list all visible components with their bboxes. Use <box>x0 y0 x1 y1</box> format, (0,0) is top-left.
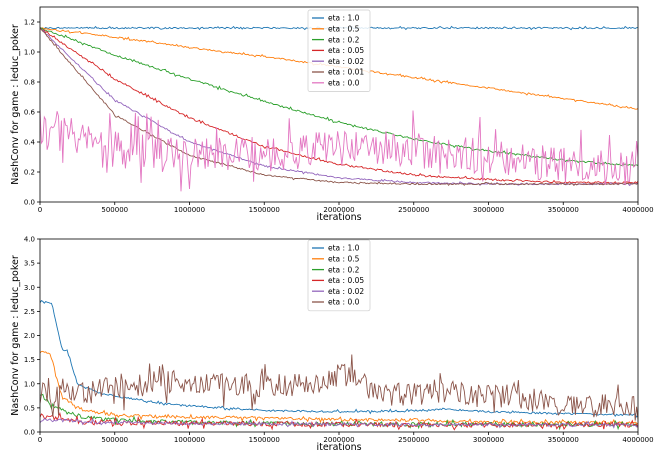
x-tick-label: 3000000 <box>473 206 504 214</box>
x-tick-label: 2500000 <box>398 436 429 444</box>
x-tick-label: 3500000 <box>548 206 579 214</box>
series-line-6 <box>40 354 638 421</box>
x-tick-label: 1500000 <box>249 436 280 444</box>
x-tick-label: 4000000 <box>622 206 653 214</box>
legend-entry: eta : 1.0 <box>328 14 360 23</box>
x-tick-label: 3500000 <box>548 436 579 444</box>
series-line-7 <box>40 110 638 192</box>
legend-entry: eta : 0.2 <box>328 35 360 44</box>
legend-entry: eta : 0.05 <box>328 46 364 55</box>
series-line-6 <box>40 27 638 187</box>
x-tick-label: 500000 <box>101 436 128 444</box>
x-tick-label: 1500000 <box>249 206 280 214</box>
chart-panel-2: 0 500000 1000000 1500000 2000000 2500000 30000… <box>10 236 654 454</box>
legend-entry: eta : 0.5 <box>328 25 360 34</box>
y-tick-label: 0.2 <box>24 169 35 177</box>
legend-entry: eta : 0.0 <box>328 298 360 307</box>
x-tick-label: 2000000 <box>323 436 354 444</box>
y-tick-label: 1.0 <box>24 49 35 57</box>
x-tick-label: 0 <box>38 436 42 444</box>
legend-entry: eta : 0.0 <box>328 79 360 88</box>
y-tick-label: 2.0 <box>24 332 35 340</box>
y-tick-label: 0.0 <box>24 199 35 207</box>
legend-entry: eta : 1.0 <box>328 244 360 253</box>
legend-box <box>307 9 371 92</box>
x-tick-label: 1000000 <box>174 206 205 214</box>
y-tick-label: 0.0 <box>24 429 35 437</box>
legend-entry: eta : 0.02 <box>328 287 364 296</box>
y-tick-label: 3.0 <box>24 284 35 292</box>
x-tick-label: 2000000 <box>323 206 354 214</box>
y-tick-label: 0.6 <box>24 109 36 117</box>
series-line-5 <box>40 417 638 429</box>
y-tick-label: 0.8 <box>24 79 35 87</box>
series-line-3 <box>40 27 638 167</box>
y-tick-label: 3.5 <box>24 260 35 268</box>
y-axis-label: NashConv for game : leduc_poker <box>10 24 21 185</box>
legend-entry: eta : 0.05 <box>328 276 364 285</box>
y-tick-label: 1.2 <box>24 19 35 27</box>
x-tick-label: 500000 <box>101 206 128 214</box>
y-tick-label: 4.0 <box>24 236 35 244</box>
legend-entry: eta : 0.02 <box>328 57 364 66</box>
x-axis-label: iterations <box>316 442 361 453</box>
series-line-4 <box>40 27 638 184</box>
y-tick-label: 1.5 <box>24 356 35 364</box>
x-tick-label: 4000000 <box>622 436 653 444</box>
y-axis-label: NashConv for game : leduc_poker <box>10 255 21 416</box>
legend-entry: eta : 0.5 <box>328 255 360 264</box>
y-tick-label: 1.0 <box>24 380 35 388</box>
chart-panel-1: 0 500000 1000000 1500000 2000000 2500000 30000… <box>10 6 654 223</box>
x-tick-label: 2500000 <box>398 206 429 214</box>
series-line-4 <box>40 411 638 431</box>
legend-entry: eta : 0.2 <box>328 265 360 274</box>
x-tick-label: 3000000 <box>473 436 504 444</box>
y-tick-label: 0.5 <box>24 404 35 412</box>
y-tick-label: 0.4 <box>24 139 36 147</box>
legend-entry: eta : 0.01 <box>328 68 364 77</box>
x-axis-label: iterations <box>316 212 361 223</box>
y-tick-label: 2.5 <box>24 308 35 316</box>
series-line-1 <box>40 300 638 418</box>
x-tick-label: 1000000 <box>174 436 205 444</box>
legend-box <box>307 239 371 312</box>
x-tick-label: 0 <box>38 206 42 214</box>
